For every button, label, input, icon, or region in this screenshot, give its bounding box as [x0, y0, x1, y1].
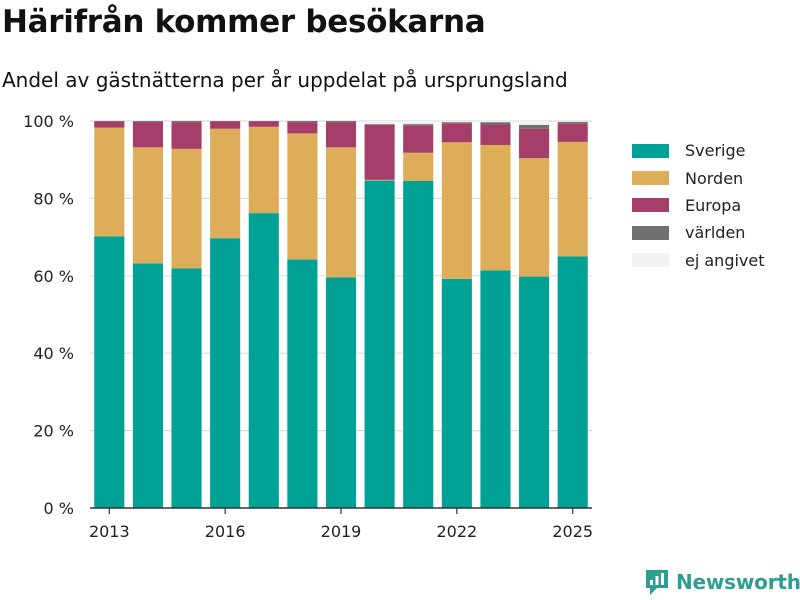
bar-segment-världen-2020 — [364, 124, 395, 125]
bar-segment-Europa-2014 — [132, 121, 163, 148]
chart-title: Härifrån kommer besökarna — [2, 4, 486, 40]
bar-segment-ej-angivet-2020 — [364, 121, 395, 125]
x-tick-label: 2019 — [321, 522, 362, 541]
bar-segment-världen-2015 — [171, 121, 202, 123]
bar-segment-Norden-2013 — [94, 127, 125, 237]
x-tick-label: 2013 — [89, 522, 130, 541]
bar-segment-Norden-2023 — [480, 144, 511, 271]
x-tick-label: 2025 — [552, 522, 593, 541]
x-tick-label: 2016 — [205, 522, 246, 541]
bar-segment-ej-angivet-2021 — [403, 121, 434, 125]
x-tick-label: 2022 — [436, 522, 477, 541]
bar-segment-Sverige-2015 — [171, 268, 202, 508]
bar-segment-Europa-2025 — [557, 123, 588, 142]
bar-segment-världen-2014 — [132, 121, 163, 122]
bar-segment-världen-2022 — [441, 122, 472, 124]
bar-segment-Norden-2022 — [441, 142, 472, 279]
bar-segment-Norden-2016 — [210, 128, 241, 239]
bar-segment-Europa-2017 — [248, 121, 279, 127]
bar-segment-Europa-2018 — [287, 122, 318, 134]
bar-segment-Sverige-2018 — [287, 259, 318, 508]
bar-segment-Norden-2014 — [132, 147, 163, 264]
legend-swatch — [632, 253, 669, 268]
legend-item-Sverige: Sverige — [632, 137, 765, 164]
legend-swatch — [632, 198, 669, 213]
legend-item-Norden: Norden — [632, 164, 765, 191]
y-tick-label: 40 % — [33, 344, 74, 363]
x-axis-ticks: 2013 2016 2019 2022 2025 — [89, 508, 593, 541]
legend-swatch — [632, 171, 669, 186]
bar-segment-Europa-2022 — [441, 123, 472, 143]
y-tick-label: 100 % — [23, 112, 74, 131]
bar-segment-Norden-2021 — [403, 152, 434, 181]
brand-name: Newsworthy — [676, 570, 800, 594]
bar-segment-Europa-2021 — [403, 125, 434, 153]
bar-segment-Sverige-2021 — [403, 180, 434, 509]
bar-segment-Europa-2013 — [94, 121, 125, 128]
y-tick-label: 60 % — [33, 267, 74, 286]
bar-segment-Sverige-2025 — [557, 256, 588, 508]
legend-label: Norden — [685, 168, 744, 188]
bar-segment-Norden-2025 — [557, 141, 588, 257]
bar-segment-världen-2021 — [403, 124, 434, 126]
legend-label: Sverige — [685, 141, 746, 161]
bar-segment-världen-2023 — [480, 122, 511, 125]
bar-segment-Sverige-2016 — [210, 238, 241, 509]
y-tick-label: 0 % — [44, 499, 74, 518]
bar-segment-Norden-2019 — [325, 147, 357, 278]
legend-item-Europa: Europa — [632, 192, 765, 219]
bar-segment-Europa-2020 — [364, 124, 395, 180]
legend-item-ej-angivet: ej angivet — [632, 247, 765, 274]
legend-label: Europa — [685, 195, 742, 215]
legend-label: ej angivet — [685, 250, 765, 270]
bar-segment-Sverige-2019 — [325, 277, 357, 508]
bar-segment-Sverige-2023 — [480, 270, 511, 508]
bar-segment-ej-angivet-2022 — [441, 121, 472, 123]
bar-segment-världen-2024 — [519, 124, 550, 129]
newsworthy-logo: Newsworthy — [644, 568, 800, 596]
bar-segment-Sverige-2017 — [248, 213, 279, 508]
bar-segment-världen-2018 — [287, 121, 318, 123]
bar-segment-Norden-2017 — [248, 126, 279, 214]
bar-segment-Sverige-2024 — [519, 276, 550, 508]
bar-segment-Europa-2023 — [480, 124, 511, 145]
legend-label: världen — [685, 223, 746, 243]
bar-segment-Sverige-2014 — [132, 263, 163, 508]
bar-segment-Norden-2018 — [287, 133, 318, 260]
bar-segment-Europa-2024 — [519, 128, 550, 159]
legend-item-världen: världen — [632, 219, 765, 246]
bar-segment-Sverige-2013 — [94, 236, 125, 509]
bar-segment-Norden-2015 — [171, 148, 202, 269]
bar-segment-Sverige-2022 — [441, 278, 472, 508]
bar-segment-Europa-2016 — [210, 121, 241, 129]
legend: Sverige Norden Europa världen ej angivet — [632, 137, 765, 274]
chart-subtitle: Andel av gästnätterna per år uppdelat på… — [2, 68, 568, 92]
bar-segment-världen-2019 — [325, 121, 357, 123]
bar-segment-Sverige-2020 — [364, 180, 395, 508]
bar-segment-Norden-2020 — [364, 179, 395, 181]
y-tick-label: 80 % — [33, 189, 74, 208]
newsworthy-logo-icon — [646, 570, 668, 595]
legend-swatch — [632, 225, 669, 240]
bars — [94, 121, 588, 509]
bar-segment-Norden-2024 — [519, 158, 550, 277]
bar-segment-världen-2025 — [557, 121, 588, 124]
y-axis-labels: 0 % 20 % 40 % 60 % 80 % 100 % — [23, 112, 74, 518]
bar-segment-ej-angivet-2023 — [480, 121, 511, 123]
y-tick-label: 20 % — [33, 422, 74, 441]
legend-swatch — [632, 143, 669, 158]
bar-segment-Europa-2019 — [325, 122, 357, 148]
bar-segment-ej-angivet-2024 — [519, 121, 550, 125]
bar-segment-Europa-2015 — [171, 122, 202, 149]
bar-segment-ej-angivet-2025 — [557, 121, 588, 122]
